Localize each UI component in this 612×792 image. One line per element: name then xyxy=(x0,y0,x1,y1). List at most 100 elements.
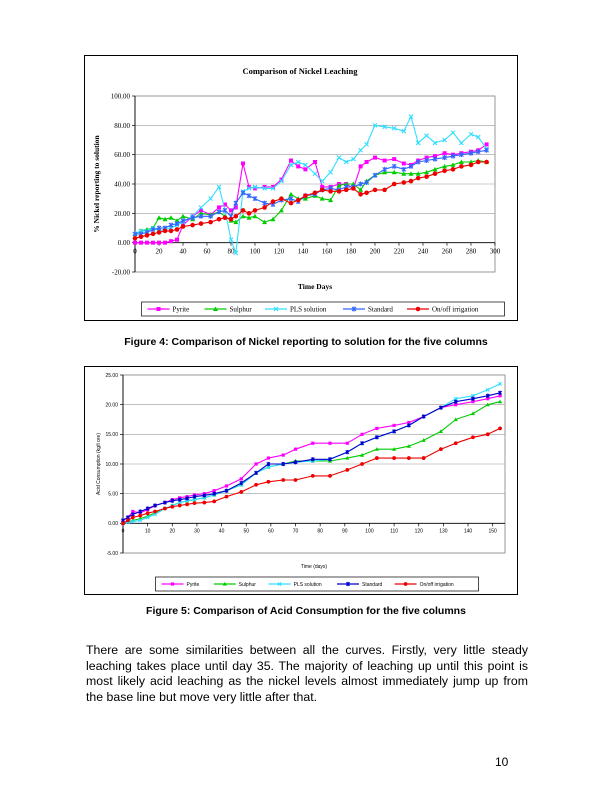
data-point xyxy=(162,228,168,234)
data-point xyxy=(240,213,246,219)
data-point xyxy=(169,239,173,244)
data-point xyxy=(121,521,125,526)
data-point xyxy=(138,234,144,240)
data-point xyxy=(262,186,267,191)
data-point xyxy=(364,190,369,196)
legend-label: Standard xyxy=(362,582,383,588)
data-point xyxy=(358,147,363,153)
data-point xyxy=(131,509,135,514)
data-point xyxy=(233,250,239,256)
data-point xyxy=(281,453,285,457)
data-point xyxy=(350,181,356,186)
x-tick-label: 280 xyxy=(466,248,477,256)
data-point xyxy=(358,164,363,169)
data-point xyxy=(408,114,414,119)
x-tick-label: 100 xyxy=(365,528,374,534)
data-point xyxy=(228,216,234,222)
x-tick-label: 20 xyxy=(170,528,176,534)
data-point xyxy=(364,142,369,147)
data-point xyxy=(254,482,258,487)
data-point xyxy=(303,193,308,199)
data-point xyxy=(336,182,342,188)
data-point xyxy=(153,509,157,514)
x-tick-label: 40 xyxy=(219,528,225,534)
data-point xyxy=(253,186,257,191)
data-point xyxy=(336,155,342,160)
data-point xyxy=(392,429,397,434)
data-point xyxy=(373,155,377,160)
data-point xyxy=(217,205,221,210)
data-point xyxy=(170,582,175,586)
data-point xyxy=(168,222,174,228)
body-paragraph: There are some similarities between all … xyxy=(86,643,528,705)
x-tick-label: 60 xyxy=(268,528,274,534)
data-point xyxy=(406,423,411,428)
data-point xyxy=(198,213,204,219)
data-point xyxy=(470,396,475,401)
data-point xyxy=(360,441,365,446)
data-point xyxy=(212,499,217,504)
y-axis-label: Acid Consumption (kg/t ore) xyxy=(96,433,102,495)
data-point xyxy=(168,228,174,234)
data-point xyxy=(382,158,387,163)
data-point xyxy=(293,478,298,482)
data-point xyxy=(177,500,182,505)
data-point xyxy=(156,225,162,231)
data-point xyxy=(198,221,204,226)
data-point xyxy=(432,166,438,172)
data-point xyxy=(459,164,464,169)
series-on-off-irrigation xyxy=(121,426,502,526)
data-point xyxy=(216,184,222,190)
data-point xyxy=(252,184,258,190)
data-point xyxy=(421,414,426,419)
data-point xyxy=(375,426,379,430)
data-point xyxy=(442,151,447,156)
data-point xyxy=(391,163,397,169)
data-point xyxy=(310,457,315,462)
data-point xyxy=(364,180,369,186)
data-point xyxy=(262,184,267,189)
nickel-leaching-plot: Comparison of Nickel Leaching -20.00 0.00 2… xyxy=(92,66,505,317)
data-point xyxy=(424,169,430,175)
data-point xyxy=(293,460,298,465)
data-point xyxy=(190,215,195,221)
x-tick-label: 10 xyxy=(145,528,151,534)
data-point xyxy=(485,432,490,437)
data-point xyxy=(424,158,429,164)
data-point xyxy=(177,503,182,508)
data-point xyxy=(156,215,162,220)
data-point xyxy=(252,196,258,202)
data-point xyxy=(360,462,364,466)
data-point xyxy=(281,478,286,482)
data-point xyxy=(266,479,271,484)
data-point xyxy=(224,484,229,488)
data-point xyxy=(277,582,282,586)
data-point xyxy=(453,417,458,422)
data-point xyxy=(216,216,222,222)
figure-4-caption: Figure 4: Comparison of Nickel reporting… xyxy=(124,336,488,348)
data-point xyxy=(312,190,318,196)
data-point xyxy=(468,159,474,164)
data-point xyxy=(302,196,308,201)
data-point xyxy=(475,159,481,165)
y-tick-label: 15.00 xyxy=(105,432,118,438)
data-point xyxy=(151,240,155,245)
data-point xyxy=(310,473,315,478)
data-point xyxy=(391,447,397,451)
data-point xyxy=(208,219,213,225)
data-point xyxy=(485,402,490,407)
data-point xyxy=(408,171,414,176)
data-point xyxy=(485,393,490,398)
data-point xyxy=(212,491,217,496)
data-point xyxy=(246,211,252,216)
data-point xyxy=(311,441,315,445)
data-point xyxy=(246,186,252,191)
data-point xyxy=(262,205,267,210)
data-point xyxy=(468,150,474,156)
data-point xyxy=(484,159,489,165)
data-point xyxy=(126,518,130,523)
data-point xyxy=(351,156,356,162)
data-point xyxy=(130,519,135,524)
data-point xyxy=(439,447,443,452)
data-point xyxy=(498,426,502,431)
